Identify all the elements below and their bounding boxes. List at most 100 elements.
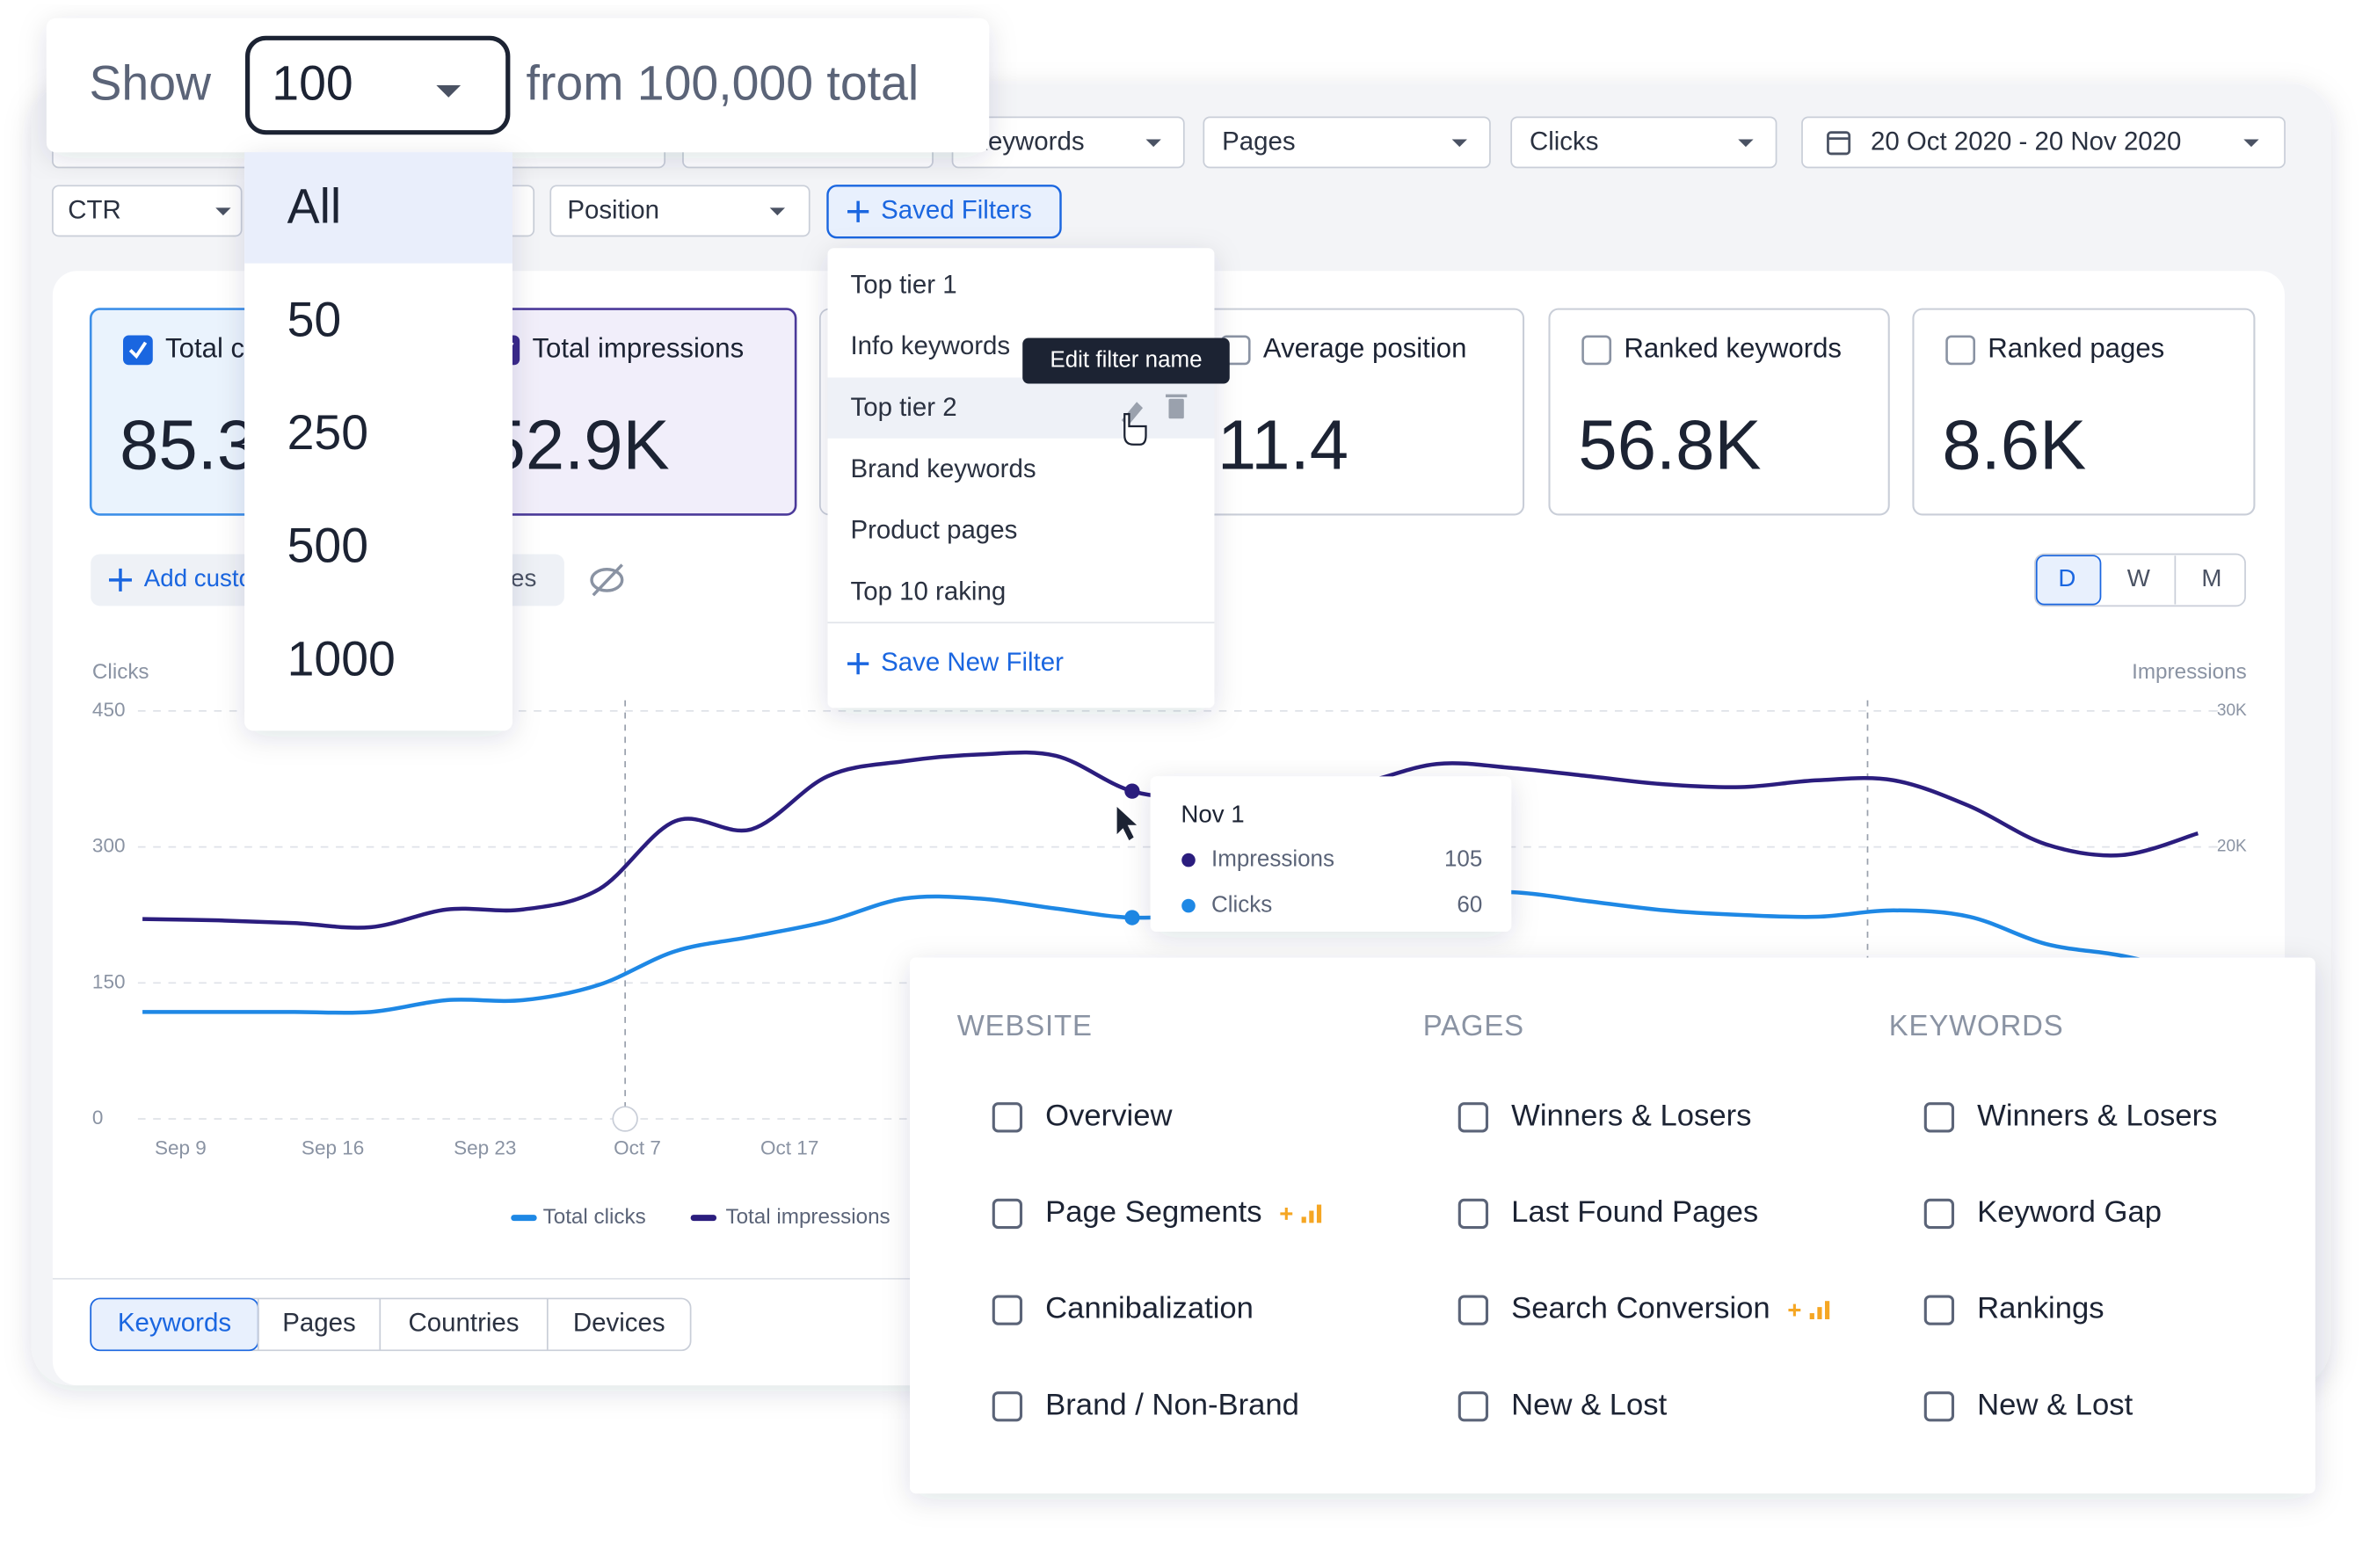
caret bbox=[769, 207, 786, 216]
premium-badge bbox=[1809, 1313, 1814, 1319]
nav-icon bbox=[1923, 1391, 1955, 1422]
filter-label: Clicks bbox=[1530, 127, 1598, 156]
nav-item[interactable]: Search Conversion bbox=[1511, 1292, 1770, 1325]
caret bbox=[1738, 139, 1754, 148]
check-mark bbox=[128, 341, 148, 359]
nav-item[interactable]: Overview bbox=[1045, 1099, 1173, 1132]
y2-tick-label: 30K bbox=[2217, 701, 2247, 720]
period-option: M bbox=[2201, 564, 2221, 592]
period-option: W bbox=[2127, 564, 2151, 592]
delete-icon[interactable] bbox=[1166, 394, 1188, 398]
metric-label: Average position bbox=[1263, 333, 1467, 364]
x-tick-label: Sep 16 bbox=[302, 1137, 364, 1159]
saved-filter-item: Top tier 2 bbox=[850, 393, 956, 422]
plus-icon bbox=[108, 568, 132, 592]
nav-icon bbox=[1923, 1102, 1955, 1133]
premium-badge bbox=[1280, 1208, 1293, 1220]
metric-checkbox[interactable] bbox=[123, 335, 153, 366]
nav-item[interactable]: Brand / Non-Brand bbox=[1045, 1388, 1299, 1421]
page-size-option: All bbox=[287, 179, 342, 234]
nav-icon bbox=[992, 1295, 1023, 1325]
nav-item[interactable]: Winners & Losers bbox=[1511, 1099, 1751, 1132]
filter-dropdown[interactable] bbox=[52, 185, 243, 237]
x-tick-label: Oct 17 bbox=[760, 1137, 818, 1159]
saved-filters-label: Saved Filters bbox=[881, 196, 1032, 225]
metric-card[interactable] bbox=[1912, 308, 2256, 516]
date-range-picker[interactable] bbox=[1801, 116, 2286, 169]
nav-item[interactable]: New & Lost bbox=[1511, 1388, 1667, 1421]
metric-checkbox[interactable] bbox=[1581, 335, 1612, 366]
tab-label: Keywords bbox=[118, 1309, 231, 1338]
option-highlight bbox=[244, 152, 512, 264]
mouse-cursor bbox=[1116, 806, 1138, 841]
nav-item[interactable]: New & Lost bbox=[1977, 1388, 2133, 1421]
filter-dropdown[interactable] bbox=[1510, 116, 1777, 169]
tooltip-row-value: 60 bbox=[1457, 890, 1482, 917]
nav-icon bbox=[1457, 1295, 1489, 1325]
nav-item[interactable]: Last Found Pages bbox=[1511, 1195, 1758, 1229]
hover-point bbox=[1124, 783, 1140, 799]
y-tick-label: 150 bbox=[92, 970, 126, 992]
page-size-value: 100 bbox=[272, 55, 353, 110]
metric-value: 52.9K bbox=[487, 406, 670, 484]
nav-item[interactable]: Keyword Gap bbox=[1977, 1195, 2162, 1229]
nav-item[interactable]: Rankings bbox=[1977, 1292, 2104, 1325]
chart-tooltip bbox=[1150, 776, 1512, 933]
tab-label: Devices bbox=[573, 1309, 665, 1338]
annotation-marker bbox=[612, 1106, 638, 1132]
tooltip-row-label: Clicks bbox=[1211, 890, 1272, 917]
period-option: D bbox=[2058, 564, 2075, 592]
nav-item[interactable]: Page Segments bbox=[1045, 1195, 1261, 1229]
plus-icon bbox=[847, 200, 869, 222]
menu-item-highlight bbox=[827, 377, 1215, 439]
metric-card[interactable] bbox=[1548, 308, 1890, 516]
plus-icon bbox=[847, 653, 869, 675]
legend-label: Total impressions bbox=[725, 1205, 890, 1229]
premium-badge bbox=[1825, 1301, 1830, 1319]
date-range-label: 20 Oct 2020 - 20 Nov 2020 bbox=[1871, 127, 2181, 156]
metric-checkbox[interactable] bbox=[1945, 335, 1976, 366]
filter-label: CTR bbox=[68, 196, 121, 225]
caret bbox=[1145, 139, 1161, 148]
y-tick-label: 0 bbox=[92, 1107, 104, 1129]
premium-badge bbox=[1309, 1210, 1314, 1223]
page-size-option: 1000 bbox=[287, 631, 396, 686]
saved-filter-item: Brand keywords bbox=[850, 454, 1036, 483]
hide-icon bbox=[590, 568, 624, 592]
metric-label: Ranked pages bbox=[1988, 333, 2164, 364]
page-size-option: 500 bbox=[287, 519, 368, 573]
hover-point bbox=[1124, 910, 1140, 926]
show-label: Show bbox=[89, 55, 212, 110]
nav-item[interactable]: Winners & Losers bbox=[1977, 1099, 2217, 1132]
metric-value: 8.6K bbox=[1942, 406, 2086, 484]
hide-icon bbox=[592, 563, 623, 597]
saved-filters-button[interactable] bbox=[826, 185, 1062, 239]
tab-label: Pages bbox=[282, 1309, 355, 1338]
premium-badge bbox=[1817, 1307, 1822, 1319]
filter-label: Pages bbox=[1222, 127, 1295, 156]
page-size-select[interactable] bbox=[245, 35, 511, 135]
premium-badge bbox=[1316, 1204, 1322, 1223]
x-tick-label: Sep 23 bbox=[454, 1137, 516, 1159]
page-size-option: 50 bbox=[287, 292, 342, 346]
metric-label: Ranked keywords bbox=[1624, 333, 1842, 364]
nav-icon bbox=[1457, 1391, 1489, 1422]
delete-icon[interactable] bbox=[1168, 398, 1184, 419]
hand-cursor bbox=[1123, 412, 1147, 446]
nav-icon bbox=[992, 1198, 1023, 1230]
y2-axis-title: Impressions bbox=[2132, 660, 2247, 684]
period-option-selected[interactable] bbox=[2035, 555, 2102, 606]
nav-item[interactable]: Cannibalization bbox=[1045, 1292, 1254, 1325]
edit-tooltip-label: Edit filter name bbox=[1050, 345, 1202, 372]
premium-badge bbox=[1301, 1216, 1306, 1223]
nav-icon bbox=[1923, 1295, 1955, 1325]
nav-icon bbox=[1457, 1102, 1489, 1133]
x-tick-label: Sep 9 bbox=[155, 1137, 207, 1159]
tooltip-row-label: Impressions bbox=[1211, 845, 1334, 871]
filter-dropdown[interactable] bbox=[1203, 116, 1491, 169]
navigation-panel bbox=[910, 957, 2315, 1494]
filter-dropdown[interactable] bbox=[549, 185, 811, 237]
page-size-options bbox=[244, 152, 512, 731]
caret bbox=[215, 207, 231, 216]
